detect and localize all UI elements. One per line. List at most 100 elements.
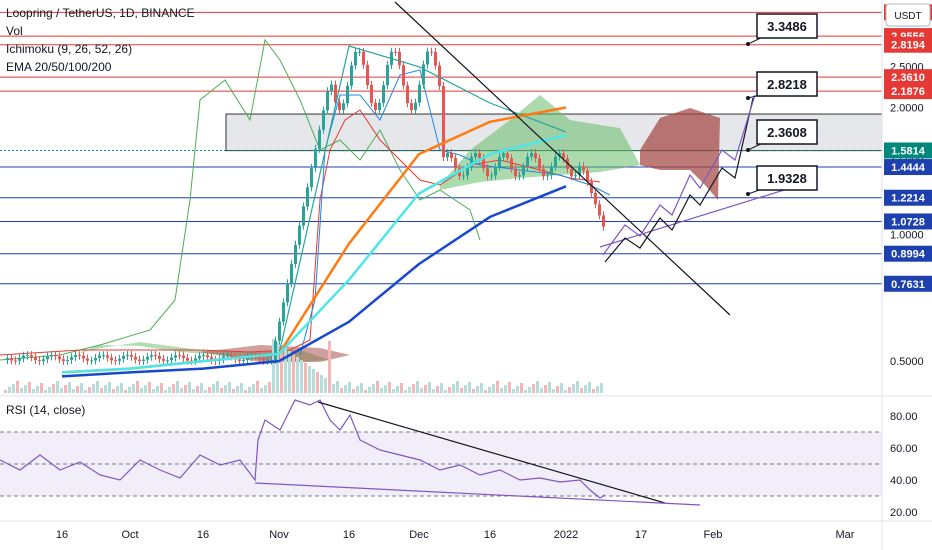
- candle-body-51: [210, 357, 213, 361]
- volume-bar-79: [320, 375, 323, 393]
- volume-bar-26: [108, 382, 111, 393]
- candle-body-133: [538, 158, 541, 169]
- callout-dot-0: [746, 42, 750, 46]
- volume-bar-117: [472, 389, 475, 393]
- candle-body-1: [10, 358, 13, 361]
- volume-bar-105: [424, 385, 427, 393]
- level-badge-6: [884, 159, 932, 176]
- volume-bar-127: [512, 389, 515, 393]
- volume-bar-39: [160, 383, 163, 393]
- volume-bar-118: [476, 386, 479, 393]
- candle-body-22: [94, 357, 97, 361]
- candle-body-130: [526, 156, 529, 167]
- candle-body-39: [162, 358, 165, 361]
- rsi-legend[interactable]: RSI (14, close): [6, 403, 86, 417]
- volume-bar-5: [24, 385, 27, 393]
- volume-bar-104: [420, 388, 423, 393]
- candle-body-87: [354, 51, 357, 66]
- candle-body-16: [70, 357, 73, 360]
- indicator-ema[interactable]: EMA 20/50/100/200: [6, 60, 112, 74]
- volume-bar-103: [416, 381, 419, 393]
- volume-bar-89: [360, 383, 363, 393]
- candle-body-3: [18, 358, 21, 361]
- main-price-pane: 3.3486 2.8218 2.3608 1.9328: [0, 1, 883, 393]
- ema-line-0: [61, 45, 567, 373]
- callout-box-3: [756, 165, 818, 191]
- candle-body-146: [590, 181, 593, 193]
- price-tick-label: 2.0000: [890, 103, 924, 115]
- candle-body-97: [394, 51, 397, 53]
- candle-body-125: [506, 153, 509, 159]
- volume-bar-3: [16, 381, 19, 393]
- candle-body-94: [382, 85, 385, 103]
- callout-label-2: 2.3608: [767, 125, 807, 140]
- level-badge-4: [884, 83, 932, 100]
- volume-bar-147: [592, 389, 595, 393]
- volume-bar-38: [156, 386, 159, 393]
- candle-body-33: [138, 359, 141, 361]
- volume-bar-94: [380, 388, 383, 393]
- indicator-ichimoku[interactable]: Ichimoku (9, 26, 52, 26): [6, 42, 133, 56]
- candle-body-102: [414, 102, 417, 110]
- volume-bar-149: [600, 383, 603, 393]
- time-tick-label-7: 2022: [554, 529, 578, 541]
- candle-body-148: [598, 204, 601, 216]
- indicator-vol[interactable]: Vol: [6, 24, 23, 38]
- volume-bar-0: [4, 390, 7, 393]
- candle-body-142: [574, 175, 577, 177]
- candle-body-66: [270, 360, 273, 361]
- candle-body-14: [62, 359, 65, 361]
- volume-bar-50: [204, 390, 207, 393]
- candle-body-68: [278, 321, 281, 341]
- candle-body-6: [30, 355, 33, 358]
- candle-body-69: [282, 302, 285, 322]
- volume-bar-12: [52, 384, 55, 393]
- volume-bar-90: [364, 390, 367, 393]
- volume-bar-88: [356, 386, 359, 393]
- candle-body-20: [86, 358, 89, 361]
- candle-body-72: [294, 244, 297, 264]
- callout-box-2: [756, 119, 818, 145]
- candle-body-78: [318, 129, 321, 149]
- volume-bar-86: [348, 382, 351, 393]
- volume-bar-59: [240, 383, 243, 393]
- volume-bar-96: [388, 382, 391, 393]
- level-badge-3: [884, 69, 932, 86]
- volume-bar-129: [520, 383, 523, 393]
- candle-body-36: [150, 355, 153, 357]
- candle-body-38: [158, 356, 161, 359]
- candle-body-83: [338, 102, 341, 110]
- symbol-title[interactable]: Loopring / TetherUS, 1D, BINANCE: [6, 6, 195, 20]
- volume-bar-18: [76, 386, 79, 393]
- candle-body-95: [386, 64, 389, 86]
- volume-bar-114: [460, 388, 463, 393]
- candle-body-110: [446, 153, 449, 158]
- volume-bar-10: [44, 390, 47, 393]
- candle-body-115: [466, 167, 469, 176]
- level-badge-2: [884, 36, 932, 53]
- volume-bar-11: [48, 387, 51, 393]
- level-badge-9: [884, 245, 932, 262]
- volume-bar-84: [340, 388, 343, 393]
- candle-body-25: [106, 355, 109, 358]
- volume-bar-68: [276, 342, 279, 393]
- volume-bar-35: [144, 385, 147, 393]
- candle-body-64: [262, 358, 265, 361]
- volume-bar-95: [384, 385, 387, 393]
- volume-bar-136: [548, 382, 551, 393]
- candle-body-121: [490, 175, 493, 177]
- volume-bar-13: [56, 381, 59, 393]
- candle-body-17: [74, 355, 77, 358]
- candle-body-81: [330, 84, 333, 92]
- volume-bar-138: [556, 386, 559, 393]
- candle-body-147: [594, 193, 597, 205]
- candle-body-79: [322, 110, 325, 130]
- candle-body-34: [142, 359, 145, 361]
- candle-body-8: [38, 359, 41, 361]
- volume-bar-34: [140, 388, 143, 393]
- candle-body-107: [434, 52, 437, 66]
- candle-body-43: [178, 355, 181, 357]
- candle-body-135: [546, 175, 549, 177]
